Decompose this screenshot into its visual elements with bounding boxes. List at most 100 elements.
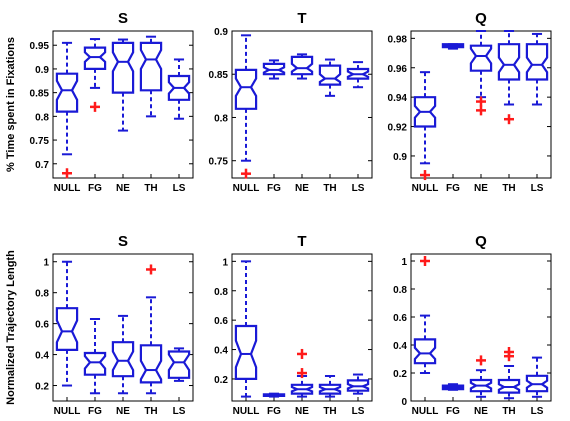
x-tick-label: NULL	[54, 406, 81, 417]
x-tick-label: NE	[295, 183, 309, 194]
subplot-title: S	[118, 10, 128, 27]
notched-box	[525, 374, 549, 393]
notched-box	[55, 307, 79, 351]
y-tick-label: 0.75	[209, 157, 229, 168]
box-th	[139, 264, 163, 395]
x-tick-label: LS	[173, 406, 186, 417]
y-tick-label: 0.6	[214, 316, 228, 327]
notched-box	[262, 393, 286, 397]
notched-box	[413, 96, 437, 128]
x-tick-label: FG	[88, 183, 102, 194]
y-tick-label: 0.8	[214, 113, 228, 124]
outlier-marker	[420, 256, 430, 266]
notched-box	[83, 351, 107, 376]
x-tick-label: LS	[531, 406, 544, 417]
box-fg	[441, 383, 465, 391]
y-tick-label: 0.98	[388, 34, 408, 45]
subplot-title: T	[297, 233, 306, 250]
outlier-marker	[90, 101, 100, 112]
box-null	[234, 260, 258, 398]
box-fg	[262, 59, 286, 80]
box-ls	[525, 32, 549, 106]
notched-box	[83, 46, 107, 71]
y-tick-label: 0.2	[214, 375, 228, 386]
y-tick-label: 1	[222, 257, 228, 268]
y-tick-label: 1	[43, 258, 49, 269]
notched-box	[441, 384, 465, 391]
box-ne	[469, 30, 493, 116]
notched-box	[139, 41, 163, 92]
notched-box	[497, 378, 521, 394]
box-th	[139, 35, 163, 118]
subplot-2: T 0.75 0.8 0.85 0.9 NULL FG NE TH LS	[209, 10, 373, 194]
outlier-marker	[504, 114, 514, 125]
x-tick-label: FG	[446, 406, 460, 417]
axes-frame	[231, 30, 373, 179]
box-th	[497, 347, 521, 400]
box-ls	[167, 347, 191, 382]
notched-box	[234, 324, 258, 380]
y-axis-label: % Time spent in Fixations	[5, 37, 17, 172]
box-ne	[469, 355, 493, 398]
y-tick-label: 0.85	[209, 70, 229, 81]
notched-box	[262, 62, 286, 76]
outlier-marker	[297, 348, 307, 359]
subplot-6: Q 0 0.2 0.4 0.6 0.8 1 NULL FG NE TH LS	[393, 233, 552, 417]
x-tick-label: NULL	[412, 406, 439, 417]
x-tick-label: TH	[502, 183, 515, 194]
x-tick-label: FG	[267, 406, 281, 417]
y-tick-label: 0.92	[388, 123, 408, 134]
x-tick-label: LS	[352, 406, 365, 417]
box-null	[413, 256, 437, 374]
notched-box	[469, 378, 493, 393]
box-th	[318, 58, 342, 97]
y-tick-label: 0.4	[35, 351, 49, 362]
notched-box	[346, 379, 370, 392]
box-ls	[346, 373, 370, 395]
x-tick-label: LS	[173, 183, 186, 194]
x-tick-label: NE	[295, 406, 309, 417]
outlier-marker	[504, 347, 514, 357]
y-tick-label: 0.7	[35, 160, 49, 171]
notched-box	[290, 383, 314, 395]
box-ne	[290, 53, 314, 80]
y-tick-label: 0.94	[388, 93, 408, 104]
x-tick-label: TH	[144, 183, 157, 194]
y-tick-label: 1	[401, 257, 407, 268]
notched-box	[441, 43, 465, 49]
subplot-title: Q	[475, 10, 487, 27]
outlier-marker	[420, 170, 430, 181]
y-tick-label: 0.8	[35, 289, 49, 300]
x-tick-label: TH	[323, 183, 336, 194]
y-tick-label: 0.4	[214, 346, 228, 357]
x-tick-label: NE	[116, 183, 130, 194]
y-tick-label: 0.8	[35, 112, 49, 123]
x-tick-label: TH	[323, 406, 336, 417]
subplot-title: Q	[475, 233, 487, 250]
x-tick-label: NE	[474, 183, 488, 194]
subplot-4: S 0.2 0.4 0.6 0.8 1 NULL FG NE TH LS Normalized Tra…	[5, 233, 194, 417]
x-tick-label: NULL	[233, 406, 260, 417]
box-ne	[290, 348, 314, 398]
y-tick-label: 0.6	[393, 313, 407, 324]
box-ls	[167, 58, 191, 120]
x-tick-label: LS	[531, 183, 544, 194]
x-tick-label: LS	[352, 183, 365, 194]
notched-box	[413, 338, 437, 365]
subplot-title: T	[297, 10, 306, 27]
notched-box	[234, 68, 258, 110]
box-fg	[441, 43, 465, 50]
y-tick-label: 0.95	[30, 41, 50, 52]
x-tick-label: NULL	[412, 183, 439, 194]
x-tick-label: FG	[267, 183, 281, 194]
box-fg	[83, 317, 107, 395]
y-tick-label: 0.2	[35, 382, 49, 393]
box-null	[234, 34, 258, 179]
y-tick-label: 0.8	[393, 285, 407, 296]
notched-box	[290, 55, 314, 76]
subplot-3: Q 0.9 0.92 0.94 0.96 0.98 NULL FG NE TH LS	[388, 10, 552, 194]
x-tick-label: TH	[502, 406, 515, 417]
axes-frame	[52, 30, 194, 179]
notched-box	[167, 74, 191, 101]
outlier-marker	[241, 168, 251, 179]
